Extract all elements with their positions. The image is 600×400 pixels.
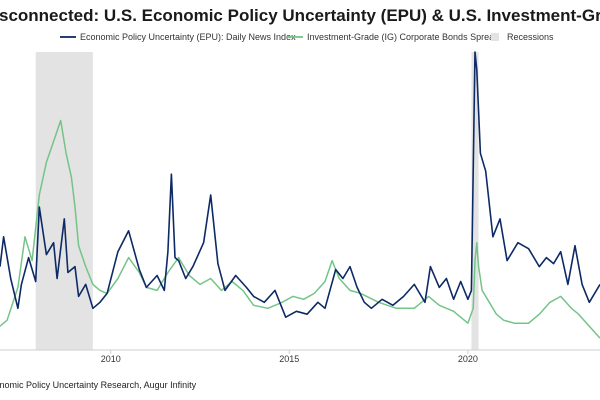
legend-label-2: Investment-Grade (IG) Corporate Bonds Sp…: [307, 32, 499, 42]
series-epu-line: [0, 51, 600, 318]
series-layer: [0, 51, 600, 339]
chart-title: Disconnected: U.S. Economic Policy Uncer…: [0, 6, 600, 25]
recession-band-2: [471, 52, 479, 350]
source-note: Source: Bloomberg, Economic Policy Uncer…: [0, 380, 197, 390]
legend-swatch-3: [491, 33, 499, 41]
x-tick-label: 2010: [101, 354, 121, 364]
legend: Economic Policy Uncertainty (EPU): Daily…: [60, 32, 554, 42]
x-tick-label: 2020: [458, 354, 478, 364]
x-tick-label: 2015: [279, 354, 299, 364]
x-axis-ticks: 2010 2015 2020: [101, 350, 478, 364]
recession-layer: [35, 52, 479, 350]
legend-label-3: Recessions: [507, 32, 554, 42]
recession-band-1: [35, 52, 93, 350]
series-ig-spread-line: [0, 119, 600, 339]
legend-label-1: Economic Policy Uncertainty (EPU): Daily…: [80, 32, 296, 42]
